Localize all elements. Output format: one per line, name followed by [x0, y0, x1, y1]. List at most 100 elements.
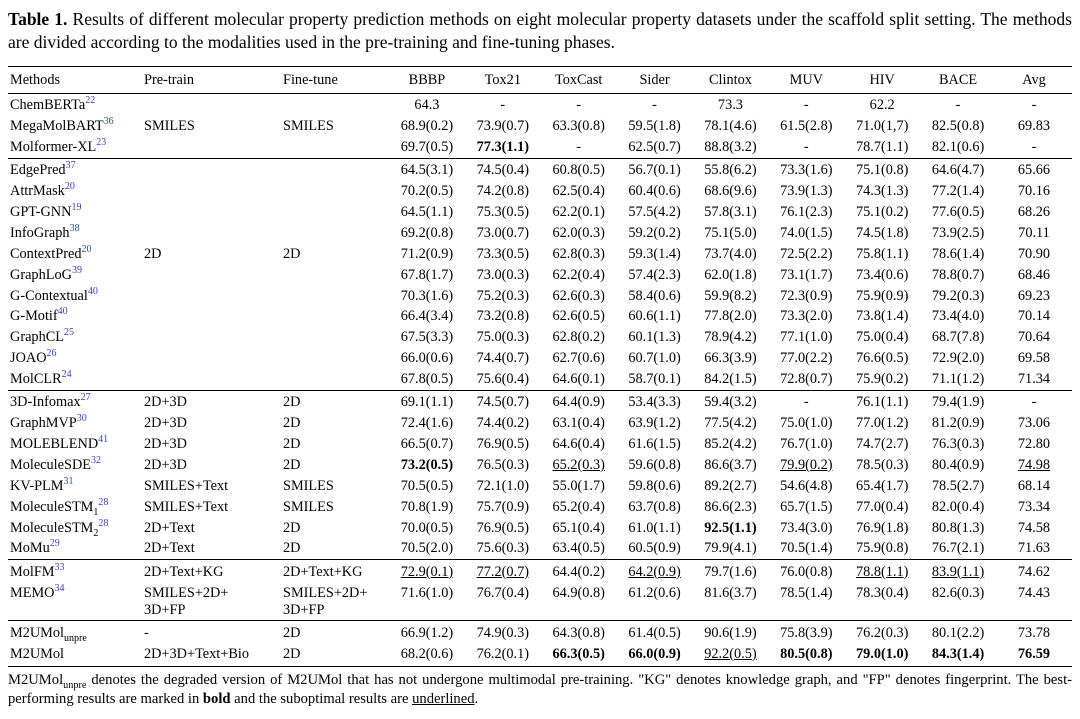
- pretrain-cell: [142, 327, 281, 348]
- citation-ref[interactable]: 24: [61, 369, 72, 381]
- value-cell: 92.5(1.1): [704, 519, 757, 536]
- value-cell: 74.62: [996, 559, 1072, 583]
- value-cell: -: [803, 139, 809, 156]
- citation-ref[interactable]: 28: [98, 517, 109, 529]
- method-name: ContextPred20: [8, 244, 142, 265]
- value-cell: 62.0(0.3): [552, 225, 605, 242]
- value-cell: -: [803, 97, 809, 114]
- col-header-sider: Sider: [616, 66, 693, 94]
- citation-ref[interactable]: 22: [85, 95, 96, 107]
- finetune-cell: [281, 369, 389, 390]
- pretrain-cell: [142, 93, 281, 116]
- method-label: MOLEBLEND: [10, 436, 99, 453]
- value-cell: 62.6(0.5): [552, 308, 605, 325]
- finetune-cell: 2D: [283, 645, 301, 662]
- method-name: M2UMol: [8, 644, 142, 667]
- table-row: 3D-Infomax27 2D+3D 2D 69.1(1.1) 74.5(0.7) 64.…: [8, 389, 1072, 414]
- value-cell: 73.0(0.3): [476, 266, 530, 283]
- value-cell: 77.3(1.1): [476, 139, 530, 156]
- citation-ref[interactable]: 20: [81, 244, 92, 256]
- value-cell: 77.2(0.7): [464, 559, 541, 583]
- value-cell: 76.7(2.1): [931, 540, 985, 557]
- citation-ref[interactable]: 27: [80, 392, 91, 404]
- footnote-segment: denotes the degraded version of M2UMol t…: [8, 672, 1072, 708]
- value-cell: 84.2(1.5): [704, 371, 757, 388]
- citation-ref[interactable]: 25: [64, 327, 74, 339]
- citation-ref[interactable]: 31: [63, 476, 74, 488]
- method-name: MegaMolBART36: [8, 116, 142, 137]
- value-cell: 62.2(0.1): [552, 204, 605, 221]
- method-label: GraphLoG: [10, 266, 72, 283]
- citation-ref[interactable]: 34: [54, 582, 65, 594]
- results-table: Methods Pre-train Fine-tune BBBP Tox21 T…: [8, 65, 1072, 668]
- value-cell: 73.9(0.7): [476, 118, 530, 135]
- citation-ref[interactable]: 20: [64, 181, 75, 193]
- value-cell: 59.3(1.4): [628, 245, 681, 262]
- citation-ref[interactable]: 33: [54, 562, 65, 574]
- citation-ref[interactable]: 39: [71, 264, 82, 276]
- citation-ref[interactable]: 40: [57, 306, 68, 318]
- citation-ref[interactable]: 41: [98, 434, 109, 446]
- value-cell: 73.78: [996, 620, 1072, 644]
- finetune-cell: 2D: [283, 456, 301, 473]
- citation-ref[interactable]: 19: [71, 202, 82, 214]
- citation-ref[interactable]: 37: [65, 160, 76, 172]
- value-cell: 68.14: [1017, 477, 1051, 494]
- method-label: MoMu: [10, 540, 50, 557]
- finetune-cell: SMILES: [283, 477, 334, 494]
- citation-ref[interactable]: 40: [87, 285, 98, 297]
- finetune-cell: [281, 181, 389, 202]
- citation-ref[interactable]: 32: [91, 455, 101, 467]
- value-cell: 60.8(0.5): [540, 157, 617, 182]
- value-cell: 62.8(0.2): [552, 329, 605, 346]
- col-header-avg: Avg: [996, 66, 1072, 94]
- value-cell: 75.1(5.0): [704, 225, 757, 242]
- citation-ref[interactable]: 23: [96, 137, 107, 149]
- value-cell: 70.2(0.5): [400, 183, 454, 200]
- citation-ref[interactable]: 38: [69, 223, 80, 235]
- method-label: 3D-Infomax: [10, 394, 81, 411]
- value-cell: 78.3(0.4): [855, 584, 909, 601]
- value-cell: 62.0(1.8): [704, 266, 757, 283]
- finetune-cell: [281, 265, 389, 286]
- method-label: GraphMVP: [10, 415, 77, 432]
- pretrain-cell: [142, 348, 281, 369]
- value-cell: -: [996, 389, 1072, 414]
- value-cell: 75.9(0.2): [855, 371, 909, 388]
- citation-ref[interactable]: 28: [98, 496, 109, 508]
- value-cell: 74.4(0.2): [476, 415, 530, 432]
- value-cell: 74.5(0.4): [464, 157, 541, 182]
- col-header-bbbp: BBBP: [389, 66, 465, 94]
- method-name: MoleculeSTM228: [8, 518, 142, 539]
- value-cell: 74.58: [1017, 519, 1051, 536]
- finetune-cell: SMILES+2D+ 3D+FP: [283, 584, 368, 618]
- value-cell: 61.4(0.5): [616, 620, 693, 644]
- value-cell: 59.2(0.2): [628, 225, 681, 242]
- pretrain-cell: SMILES+2D+ 3D+FP: [144, 584, 229, 618]
- citation-ref[interactable]: 36: [103, 116, 114, 128]
- value-cell: 71.1(1.2): [931, 371, 985, 388]
- method-name: InfoGraph38: [8, 223, 142, 244]
- value-cell: -: [1031, 139, 1037, 156]
- value-cell: 73.9(2.5): [931, 225, 985, 242]
- table-row: ChemBERTa22 64.3 - - - 73.3 - 62.2 - -: [8, 93, 1072, 116]
- value-cell: 68.9(0.2): [400, 118, 454, 135]
- finetune-cell: [281, 157, 389, 182]
- value-cell: 61.2(0.6): [628, 584, 681, 601]
- pretrain-cell: 2D+Text: [144, 519, 195, 536]
- value-cell: 75.2(0.3): [476, 287, 530, 304]
- method-name: GraphMVP30: [8, 413, 142, 434]
- table-caption: Table 1. Results of different molecular …: [8, 8, 1072, 55]
- value-cell: 81.2(0.9): [931, 415, 985, 432]
- value-cell: 76.0(0.8): [768, 559, 845, 583]
- value-cell: 73.1(1.7): [780, 266, 833, 283]
- citation-ref[interactable]: 26: [46, 348, 57, 360]
- citation-ref[interactable]: 29: [49, 538, 60, 550]
- value-cell: 62.2: [869, 97, 895, 114]
- citation-ref[interactable]: 30: [76, 413, 87, 425]
- col-header-clintox: Clintox: [692, 66, 769, 94]
- value-cell: 82.6(0.3): [931, 584, 985, 601]
- value-cell: 59.4(3.2): [692, 389, 769, 414]
- value-cell: 75.0(0.4): [855, 329, 909, 346]
- value-cell: 76.5(0.3): [476, 456, 530, 473]
